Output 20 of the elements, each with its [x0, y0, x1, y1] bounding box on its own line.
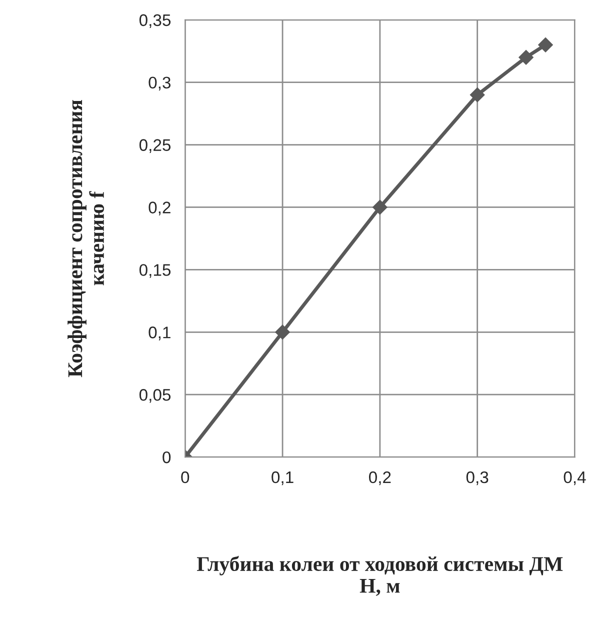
y-tick-label: 0,2: [148, 202, 170, 216]
x-tick-label: 0,4: [564, 471, 586, 486]
point: [518, 50, 534, 65]
point: [372, 200, 388, 215]
x-tick-label: 0,3: [466, 471, 488, 486]
x-tick-label: 0,2: [369, 471, 391, 486]
x-tick-label: 0,1: [272, 471, 294, 486]
y-tick-label: 0,1: [148, 326, 170, 340]
y-tick-label: 0,35: [139, 14, 171, 28]
x-axis-title: Глубина колеи от ходовой системы ДМ H, м: [196, 556, 563, 596]
y-tick-label: 0,3: [148, 76, 171, 90]
y-tick-label: 0,05: [139, 389, 171, 403]
y-axis-title: Коэффициент сопротивления качению f: [68, 100, 104, 378]
y-tick-label: 0,25: [139, 139, 171, 153]
y-tick-label: 0,15: [139, 264, 171, 278]
point: [538, 37, 553, 52]
point: [470, 87, 485, 102]
x-tick-label: 0: [181, 471, 190, 484]
point: [275, 324, 290, 340]
y-tick-label: 0: [162, 451, 171, 464]
